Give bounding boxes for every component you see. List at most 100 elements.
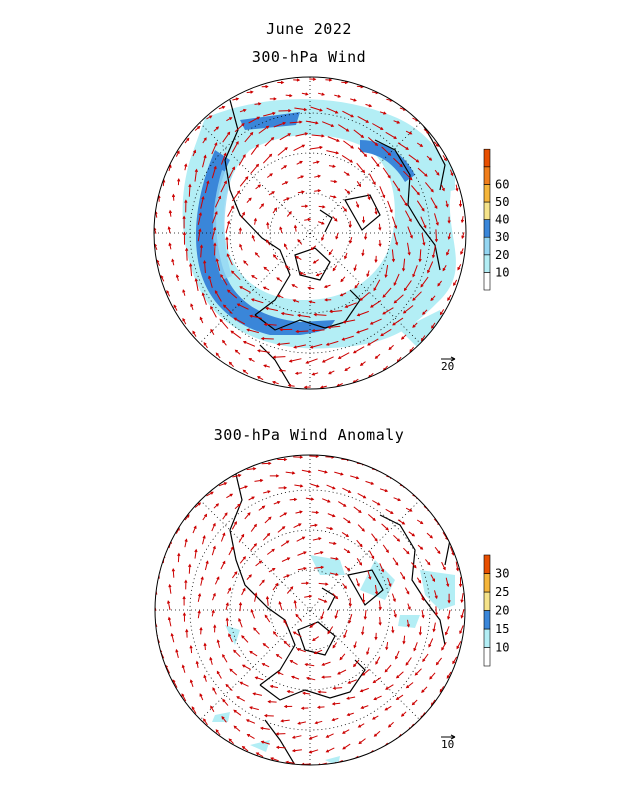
- wind-vector-arrow: [445, 626, 450, 635]
- wind-vector-arrow: [182, 665, 186, 673]
- wind-vector-arrowhead: [237, 473, 242, 478]
- wind-vector-arrow: [339, 653, 346, 660]
- wind-vector-arrowhead: [290, 675, 295, 679]
- wind-vector-arrowhead: [458, 583, 463, 588]
- wind-vector-arrow: [461, 609, 465, 618]
- wind-vector-arrow: [214, 196, 221, 208]
- wind-vector-arrowhead: [235, 97, 240, 101]
- wind-vector-arrowhead: [287, 133, 292, 137]
- wind-vector-arrow: [397, 519, 405, 525]
- wind-vector-arrowhead: [321, 675, 325, 679]
- wind-vector-arrow: [338, 124, 349, 132]
- wind-vector-arrowhead: [175, 648, 179, 653]
- wind-vector-arrowhead: [279, 226, 283, 230]
- wind-vector-arrow: [372, 500, 380, 506]
- wind-vector-arrowhead: [212, 545, 216, 550]
- wind-vector-arrowhead: [237, 503, 241, 507]
- wind-vector-arrow: [441, 642, 447, 651]
- wind-vector-arrow: [348, 679, 357, 684]
- wind-vector-arrow: [249, 650, 258, 657]
- wind-vector-arrowhead: [387, 175, 391, 179]
- wind-vector-arrowhead: [317, 189, 322, 193]
- wind-vector-arrowhead: [384, 669, 388, 673]
- wind-vector-arrowhead: [248, 197, 252, 201]
- wind-vector-arrow: [246, 574, 252, 580]
- wind-vector-arrowhead: [224, 512, 228, 516]
- wind-vector-arrowhead: [245, 719, 250, 723]
- wind-vector-arrowhead: [168, 164, 172, 168]
- wind-vector-arrowhead: [437, 283, 441, 287]
- wind-vector-arrowhead: [411, 533, 416, 537]
- wind-vector-arrow: [415, 668, 422, 676]
- wind-vector-arrowhead: [301, 536, 306, 540]
- wind-vector-arrowhead: [226, 253, 230, 257]
- wind-vector-arrow: [261, 462, 271, 465]
- wind-vector-arrow: [262, 154, 272, 164]
- wind-vector-arrowhead: [208, 275, 212, 279]
- wind-vector-arrowhead: [273, 97, 277, 101]
- wind-vector-arrowhead: [452, 660, 456, 665]
- wind-vector-arrowhead: [443, 157, 447, 162]
- wind-vector-arrowhead: [328, 251, 332, 256]
- wind-vector-arrowhead: [225, 683, 229, 688]
- wind-vector-arrowhead: [233, 709, 237, 713]
- wind-vector-arrow: [357, 524, 365, 532]
- wind-vector-arrowhead: [321, 662, 325, 666]
- wind-vector-arrowhead: [409, 508, 413, 512]
- wind-vector-arrowhead: [177, 178, 181, 182]
- wind-vector-arrowhead: [377, 502, 381, 506]
- wind-vector-arrowhead: [189, 679, 193, 683]
- wind-vector-arrow: [303, 692, 311, 695]
- wind-vector-arrow: [405, 507, 412, 512]
- wind-vector-arrowhead: [239, 681, 243, 685]
- wind-vector-arrowhead: [427, 562, 431, 566]
- wind-vector-arrow: [361, 626, 364, 635]
- wind-vector-arrowhead: [283, 457, 288, 462]
- wind-vector-arrow: [273, 356, 286, 358]
- wind-vector-arrowhead: [175, 274, 180, 278]
- wind-vector-arrow: [268, 701, 277, 703]
- wind-vector-arrow: [312, 537, 321, 541]
- wind-vector-arrowhead: [199, 316, 203, 321]
- wind-vector-arrowhead: [348, 603, 352, 608]
- wind-vector-arrowhead: [269, 173, 273, 177]
- wind-vector-arrowhead: [307, 217, 312, 222]
- wind-vector-arrowhead: [228, 587, 232, 591]
- wind-vector-arrow: [241, 588, 246, 596]
- wind-vector-arrowhead: [378, 243, 382, 248]
- wind-vector-arrow: [190, 264, 193, 277]
- wind-vector-arrowhead: [359, 689, 364, 693]
- wind-vector-arrowhead: [266, 532, 271, 537]
- wind-panel-title: 300-hPa Wind: [251, 48, 367, 66]
- wind-vector-arrowhead: [360, 705, 364, 709]
- wind-vector-arrowhead: [314, 721, 318, 725]
- wind-vector-arrow: [371, 533, 378, 542]
- wind-vector-arrowhead: [412, 324, 416, 328]
- wind-vector-arrow: [432, 245, 436, 258]
- wind-vector-arrowhead: [441, 647, 445, 651]
- wind-vector-arrowhead: [286, 574, 291, 578]
- wind-vector-arrowhead: [332, 486, 336, 490]
- wind-vector-arrowhead: [371, 555, 375, 560]
- wind-vector-arrow: [387, 200, 393, 213]
- wind-vector-arrowhead: [228, 633, 232, 637]
- wind-vector-arrow: [434, 590, 438, 599]
- wind-vector-arrowhead: [382, 194, 386, 199]
- wind-vector-arrowhead: [334, 595, 339, 600]
- wind-vector-arrowhead: [380, 127, 384, 130]
- wind-vector-arrowhead: [166, 289, 170, 294]
- wind-vector-arrowhead: [323, 284, 328, 288]
- wind-vector-arrowhead: [359, 543, 363, 548]
- wind-vector-arrowhead: [263, 364, 267, 368]
- wind-vector-arrowhead: [293, 497, 298, 502]
- wind-vector-arrowhead: [457, 267, 461, 271]
- wind-vector-arrowhead: [412, 274, 416, 278]
- wind-vector-arrow: [447, 609, 451, 619]
- wind-vector-arrowhead: [194, 548, 198, 553]
- wind-vector-arrowhead: [303, 551, 307, 555]
- wind-vector-arrowhead: [253, 523, 257, 528]
- wind-vector-arrow: [341, 154, 353, 163]
- wind-vector-arrow: [306, 677, 316, 681]
- wind-vector-arrowhead: [339, 657, 343, 661]
- wind-vector-arrowhead: [201, 292, 205, 296]
